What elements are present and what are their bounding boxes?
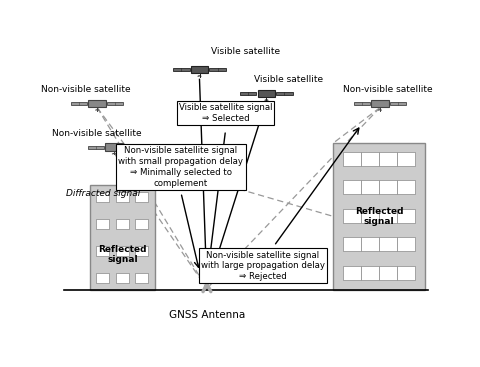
Bar — [361, 152, 379, 166]
Bar — [135, 273, 148, 283]
Bar — [397, 180, 416, 194]
Bar — [116, 246, 129, 255]
Bar — [397, 209, 416, 223]
Bar — [258, 90, 276, 97]
Bar — [343, 152, 361, 166]
Bar — [135, 219, 148, 229]
Bar — [191, 66, 208, 73]
Bar — [96, 246, 109, 255]
Bar — [390, 102, 406, 105]
Bar — [88, 100, 106, 107]
Bar — [209, 68, 226, 71]
Bar — [379, 209, 397, 223]
Bar — [343, 237, 361, 251]
Text: Non-visible satellite: Non-visible satellite — [41, 85, 131, 94]
Text: Diffracted signal: Diffracted signal — [66, 189, 140, 198]
Bar — [354, 102, 370, 105]
Bar — [379, 266, 397, 280]
Bar — [71, 102, 87, 105]
Bar — [276, 92, 292, 95]
Bar — [361, 266, 379, 280]
Bar — [90, 185, 155, 290]
Text: Visible satellite: Visible satellite — [211, 47, 281, 56]
Bar — [96, 273, 109, 283]
Bar — [379, 237, 397, 251]
Text: Reflected
signal: Reflected signal — [355, 207, 403, 226]
Bar — [361, 237, 379, 251]
Bar — [173, 68, 190, 71]
Bar — [96, 192, 109, 201]
Bar — [361, 180, 379, 194]
Bar — [107, 102, 123, 105]
Bar — [397, 152, 416, 166]
Bar — [116, 273, 129, 283]
Bar — [105, 143, 123, 151]
Text: Visible satellite signal
⇒ Selected: Visible satellite signal ⇒ Selected — [179, 103, 272, 123]
Bar — [88, 146, 104, 149]
Bar — [135, 246, 148, 255]
Bar — [361, 209, 379, 223]
Bar — [343, 266, 361, 280]
Bar — [397, 266, 416, 280]
Bar — [116, 192, 129, 201]
Bar — [96, 219, 109, 229]
Bar — [379, 180, 397, 194]
Bar — [124, 146, 140, 149]
Bar — [343, 209, 361, 223]
Bar — [135, 192, 148, 201]
Text: Non-visible satellite: Non-visible satellite — [343, 85, 432, 94]
Bar — [371, 100, 389, 107]
Bar — [116, 219, 129, 229]
Text: Visible satellite: Visible satellite — [254, 75, 324, 84]
Bar — [397, 237, 416, 251]
Bar — [379, 152, 397, 166]
Text: GNSS Antenna: GNSS Antenna — [169, 310, 245, 320]
Text: Reflected
signal: Reflected signal — [98, 245, 147, 264]
Bar — [334, 143, 424, 290]
Bar — [343, 180, 361, 194]
Text: Non-visible satellite signal
with large propagation delay
⇒ Rejected: Non-visible satellite signal with large … — [201, 251, 325, 281]
Text: Non-visible satellite: Non-visible satellite — [52, 128, 142, 138]
Text: Non-visible satellite signal
with small propagation delay
⇒ Minimally selected t: Non-visible satellite signal with small … — [119, 146, 243, 188]
Bar — [240, 92, 256, 95]
